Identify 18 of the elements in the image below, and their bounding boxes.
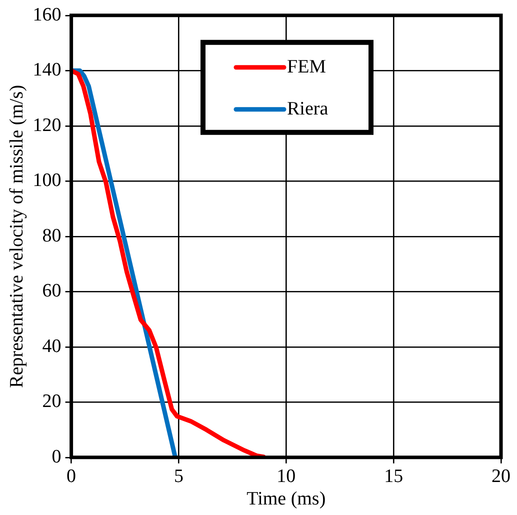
y-tick-label: 40 (42, 336, 62, 357)
y-tick-label: 80 (42, 225, 62, 246)
x-axis-title: Time (ms) (246, 488, 326, 510)
x-tick-label: 5 (174, 466, 184, 487)
x-tick-label: 10 (276, 466, 296, 487)
y-tick-label: 140 (32, 60, 62, 81)
y-tick-label: 160 (32, 4, 62, 26)
x-tick-label: 0 (66, 466, 76, 487)
x-tick-label: 15 (384, 466, 404, 487)
x-tick-label: 20 (492, 466, 510, 487)
y-tick-label: 60 (42, 280, 62, 302)
legend-label: Riera (287, 98, 329, 120)
y-tick-label: 20 (42, 391, 62, 412)
y-axis-title: Representative velocity of missile (m/s) (6, 84, 28, 388)
y-tick-label: 0 (52, 446, 62, 468)
legend-label: FEM (287, 56, 326, 78)
y-tick-label: 120 (32, 114, 62, 136)
y-tick-label: 100 (32, 170, 62, 192)
